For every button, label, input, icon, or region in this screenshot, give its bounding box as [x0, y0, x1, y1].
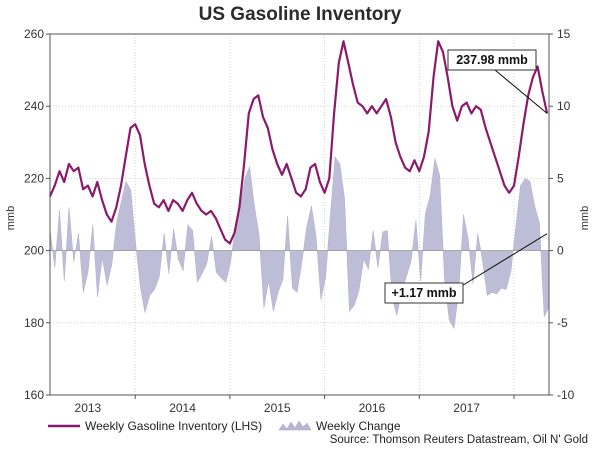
left-tick-label: 180	[24, 316, 44, 330]
weekly-change-fill	[49, 155, 550, 330]
right-tick-label: 15	[557, 27, 571, 41]
legend: Weekly Gasoline Inventory (LHS) Weekly Ch…	[48, 419, 401, 433]
plot-border	[49, 33, 550, 396]
annotations: 237.98 mmb +1.17 mmb	[384, 49, 548, 304]
right-tick-label: -10	[557, 388, 575, 402]
x-axis: 2013 2014 2015 2016 2017	[75, 395, 515, 415]
callout-arrow-change	[459, 233, 548, 288]
callout-box-change	[384, 282, 464, 304]
inventory-line	[48, 40, 549, 245]
left-axis: 160 180 200 220 240 260	[24, 27, 50, 402]
legend-swatch-change	[278, 420, 312, 431]
right-axis: -10 -5 0 5 10 15	[549, 27, 575, 402]
x-tick-label: 2015	[264, 401, 291, 415]
x-tick-label: 2017	[453, 401, 480, 415]
right-axis-label: mmb	[579, 206, 591, 230]
x-tick-label: 2014	[169, 401, 196, 415]
chart-title: US Gasoline Inventory	[199, 4, 402, 25]
callout-inventory: 237.98 mmb	[456, 53, 528, 67]
legend-label-change: Weekly Change	[316, 419, 401, 433]
source-note: Source: Thomson Reuters Datastream, Oil …	[330, 434, 588, 446]
right-tick-label: 10	[557, 99, 571, 113]
plot-frame	[49, 33, 550, 396]
right-tick-label: 0	[557, 244, 564, 258]
left-tick-label: 220	[24, 171, 44, 185]
weekly-change-area	[49, 155, 550, 330]
right-tick-label: -5	[557, 316, 568, 330]
left-tick-label: 260	[24, 27, 44, 41]
legend-label-inventory: Weekly Gasoline Inventory (LHS)	[85, 419, 262, 433]
left-tick-label: 240	[24, 99, 44, 113]
left-tick-label: 200	[24, 244, 44, 258]
right-tick-label: 5	[557, 171, 564, 185]
left-tick-label: 160	[24, 388, 44, 402]
inventory-line-group	[48, 40, 549, 245]
x-tick-label: 2013	[75, 401, 102, 415]
left-axis-label: mmb	[5, 206, 17, 230]
callout-change: +1.17 mmb	[392, 286, 457, 300]
x-tick-label: 2016	[359, 401, 386, 415]
callout-arrow-inventory	[494, 69, 548, 114]
callout-box-inventory	[447, 49, 537, 71]
